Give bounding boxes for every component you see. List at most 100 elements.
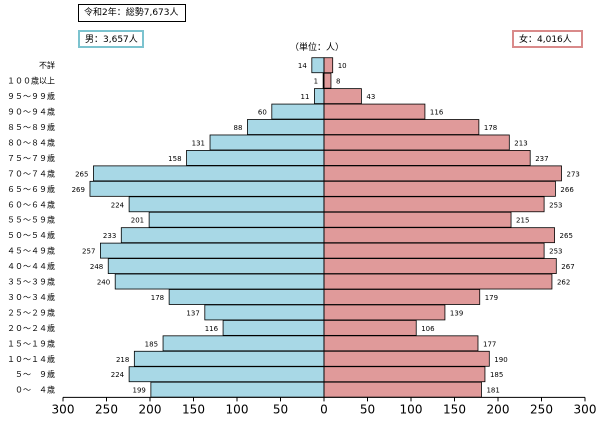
female-bar (323, 319, 417, 336)
female-bar (323, 165, 562, 182)
age-category-label: １００歳以上 (7, 76, 55, 86)
x-tick-label: 100 (400, 402, 423, 416)
x-tick-label: 300 (52, 402, 75, 416)
female-bar (323, 180, 556, 197)
female-bar (323, 304, 446, 321)
male-bar (93, 165, 325, 182)
female-value-label: 179 (485, 294, 498, 302)
male-bar (314, 88, 325, 105)
male-value-label: 116 (205, 325, 219, 333)
female-bar (323, 119, 480, 135)
female-bar (323, 57, 334, 74)
male-value-label: 248 (90, 263, 103, 271)
female-value-label: 177 (483, 340, 496, 348)
male-bar (114, 273, 325, 290)
male-bar (186, 150, 325, 166)
x-tick-label: 300 (574, 402, 597, 416)
female-value-label: 267 (561, 263, 574, 271)
age-category-label: ５５～５９歳 (7, 215, 55, 225)
x-tick-label: 200 (139, 402, 162, 416)
x-tick-label: 200 (487, 402, 510, 416)
male-value-label: 185 (145, 340, 158, 348)
x-tick-label: 250 (95, 402, 118, 416)
male-value-label: 201 (131, 217, 144, 225)
female-value-label: 213 (514, 139, 527, 147)
female-value-label: 237 (535, 155, 548, 163)
male-bar (247, 119, 325, 135)
age-category-label: ９０～９４歳 (7, 107, 55, 117)
female-bar (323, 258, 557, 274)
male-value-label: 269 (72, 186, 85, 194)
male-value-label: 88 (234, 124, 243, 132)
male-bar (89, 180, 325, 197)
female-value-label: 215 (516, 217, 529, 225)
male-value-label: 14 (298, 62, 307, 70)
male-bar (271, 103, 325, 120)
age-category-label: ４５～４９歳 (7, 246, 55, 256)
age-category-label: ３０～３４歳 (7, 292, 55, 302)
female-value-label: 43 (366, 93, 375, 101)
male-value-label: 178 (151, 294, 164, 302)
female-bar (323, 335, 479, 352)
male-bar (311, 57, 325, 74)
male-value-label: 224 (111, 201, 125, 209)
male-bar (204, 304, 325, 321)
female-value-label: 190 (494, 356, 507, 364)
age-category-label: ７０～７４歳 (7, 168, 55, 178)
age-category-label: ０～ ４歳 (15, 385, 55, 395)
age-category-label: ６０～６４歳 (7, 199, 55, 209)
male-value-label: 218 (116, 356, 129, 364)
female-value-label: 185 (490, 371, 503, 379)
female-value-label: 266 (560, 186, 574, 194)
female-value-label: 10 (338, 62, 347, 70)
x-tick-label: 50 (360, 402, 375, 416)
female-value-label: 253 (549, 248, 562, 256)
male-value-label: 1 (314, 78, 318, 86)
age-category-label: ３５～３９歳 (7, 277, 55, 287)
female-value-label: 181 (486, 387, 499, 395)
male-bar (148, 211, 325, 228)
male-total-label: 男：3,657人 (78, 30, 144, 48)
female-bar (323, 88, 362, 105)
female-value-label: 116 (430, 109, 444, 117)
female-value-label: 253 (549, 201, 562, 209)
female-bar (323, 242, 545, 259)
age-category-label: ２０～２４歳 (7, 323, 55, 333)
age-category-label: ５０～５４歳 (7, 230, 55, 240)
female-value-label: 262 (557, 279, 570, 287)
age-category-label: ９５～９９歳 (7, 91, 55, 101)
age-category-label: ５～ ９歳 (15, 369, 55, 379)
female-bar (323, 72, 332, 89)
female-value-label: 273 (567, 170, 580, 178)
male-value-label: 11 (301, 93, 310, 101)
female-bar (323, 273, 553, 290)
male-value-label: 233 (103, 232, 116, 240)
male-value-label: 257 (82, 248, 95, 256)
female-value-label: 106 (421, 325, 435, 333)
male-bar (150, 381, 325, 398)
age-category-label: ７５～７９歳 (7, 153, 55, 163)
x-tick-label: 150 (443, 402, 466, 416)
female-total-label: 女：4,016人 (512, 30, 583, 48)
age-category-label: １０～１４歳 (7, 354, 55, 364)
female-value-label: 178 (484, 124, 497, 132)
x-tick-label: 0 (320, 402, 328, 416)
male-bar (120, 227, 325, 244)
x-tick-label: 250 (530, 402, 553, 416)
female-bar (323, 381, 482, 398)
female-bar (323, 227, 555, 244)
male-value-label: 199 (132, 387, 145, 395)
x-tick-label: 150 (182, 402, 205, 416)
female-bar (323, 134, 510, 151)
x-tick-label: 50 (273, 402, 288, 416)
female-value-label: 139 (450, 309, 463, 317)
male-bar (128, 366, 325, 383)
age-category-label: ４０～４４歳 (7, 261, 55, 271)
female-bar (323, 289, 481, 305)
male-value-label: 131 (192, 139, 205, 147)
age-category-label: １５～１９歳 (7, 338, 55, 348)
female-bar (323, 350, 490, 367)
unit-label: （単位：人） (290, 43, 345, 53)
male-bar (222, 319, 325, 336)
